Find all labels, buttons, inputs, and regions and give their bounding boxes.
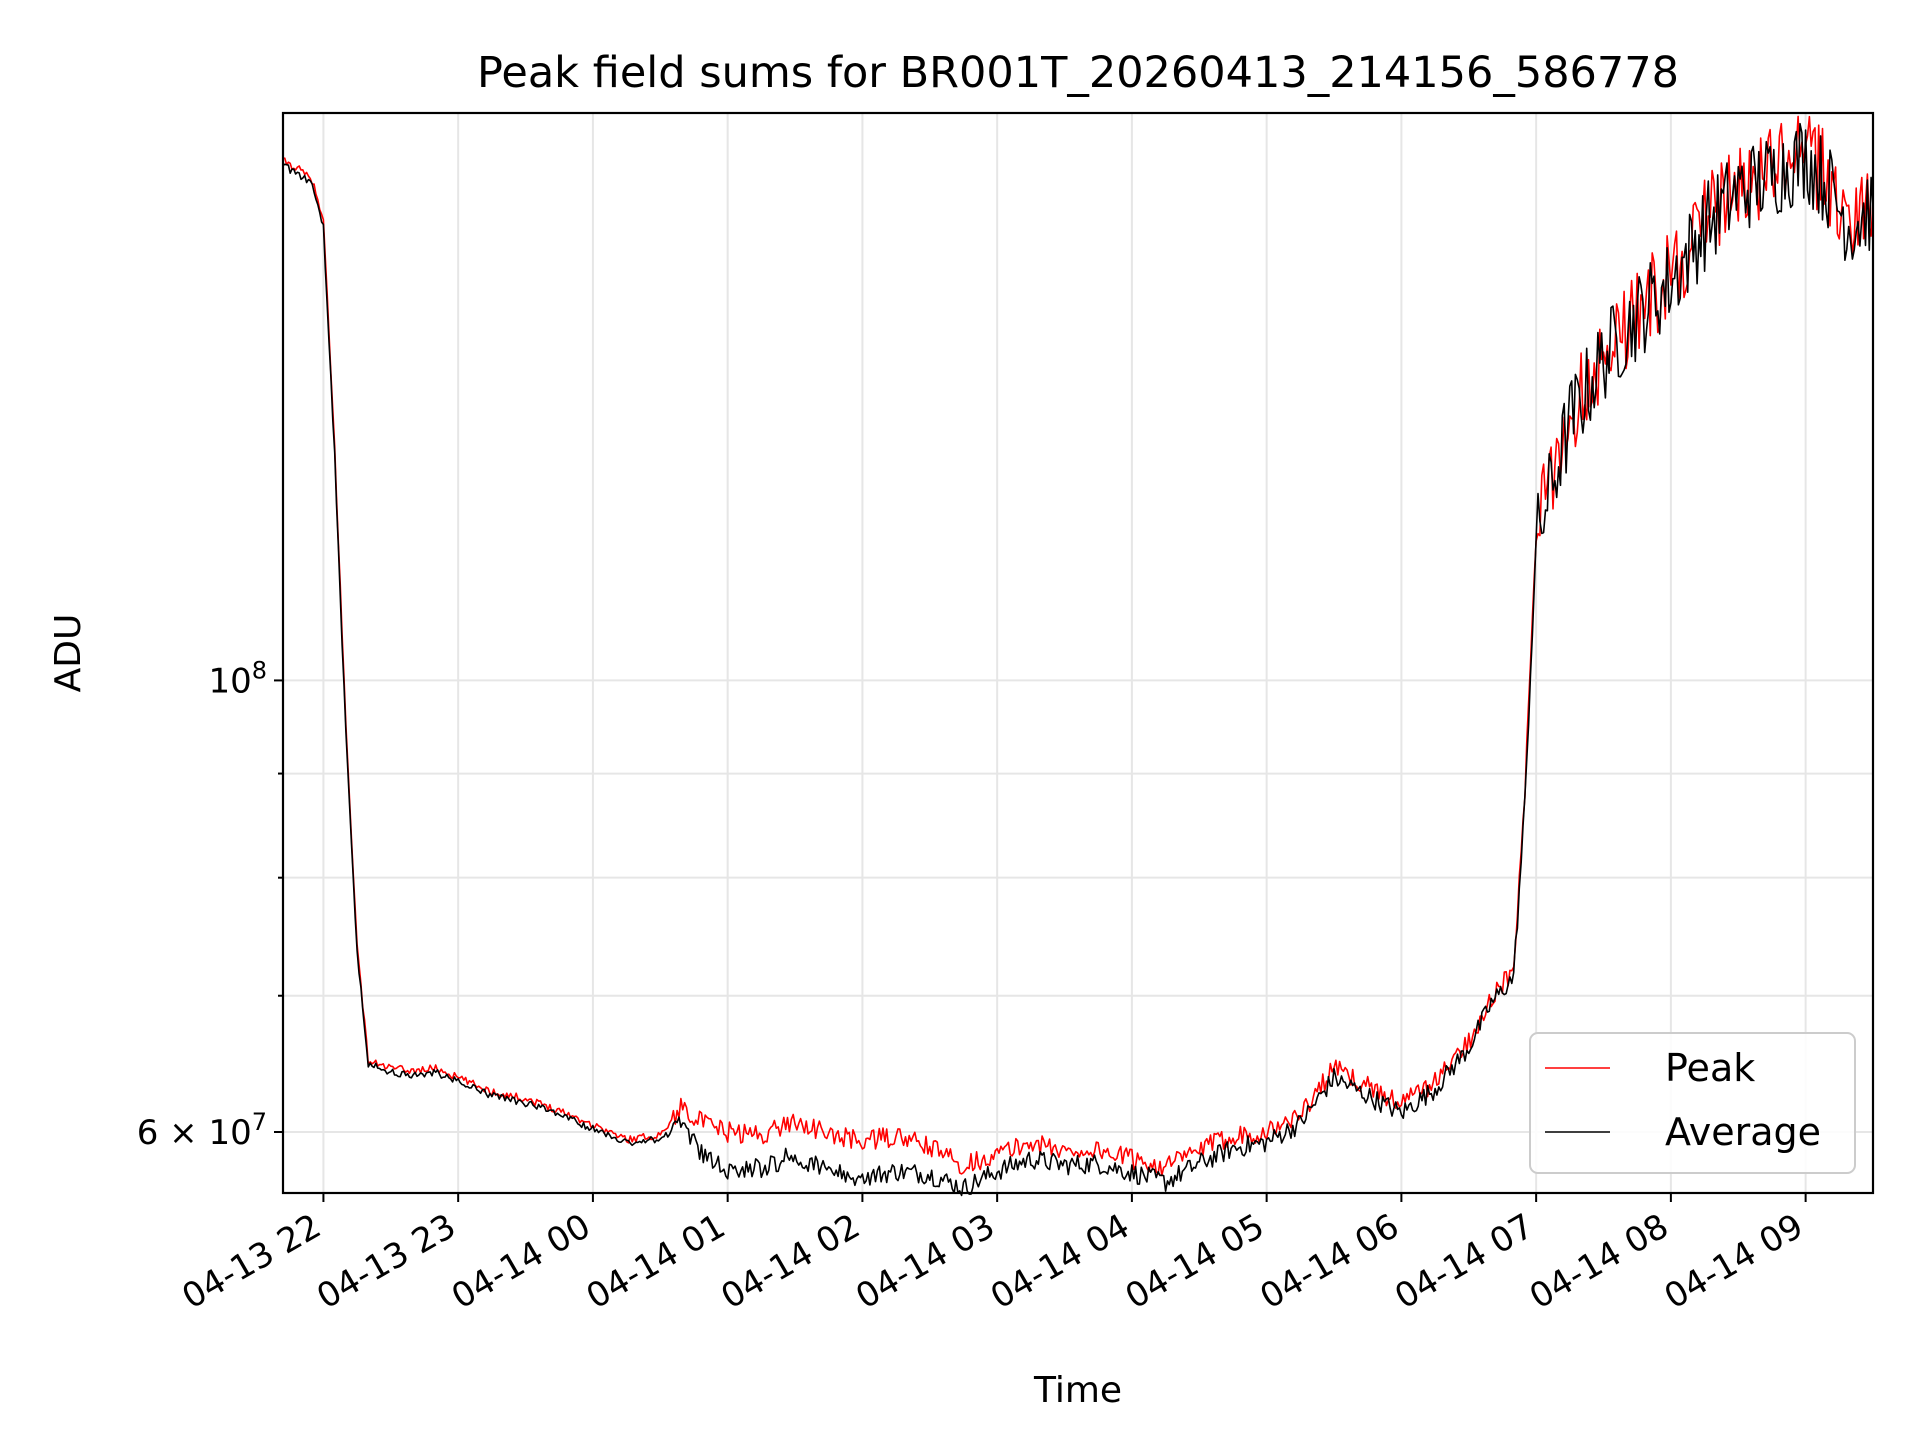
x-tick-label: 04-14 05: [1119, 1206, 1271, 1317]
legend-label-average: Average: [1665, 1110, 1821, 1154]
x-tick-label: 04-14 08: [1523, 1206, 1675, 1317]
x-tick-label: 04-14 09: [1658, 1206, 1810, 1317]
y-tick-label: 108: [208, 656, 267, 701]
x-tick-label: 04-14 01: [580, 1206, 732, 1317]
y-axis-label: ADU: [48, 614, 89, 693]
x-tick-label: 04-14 00: [445, 1206, 597, 1317]
legend: Peak Average: [1529, 1032, 1856, 1174]
x-tick-label: 04-14 02: [715, 1206, 867, 1317]
x-tick-label: 04-14 04: [984, 1206, 1136, 1317]
series-line-peak: [282, 115, 1874, 1177]
legend-box: [1529, 1032, 1856, 1174]
x-tick-label: 04-14 06: [1253, 1206, 1405, 1317]
x-tick-label: 04-14 03: [849, 1206, 1001, 1317]
chart-title: Peak field sums for BR001T_20260413_2141…: [477, 48, 1679, 98]
legend-label-peak: Peak: [1665, 1046, 1755, 1090]
series-line-average: [282, 122, 1874, 1197]
x-tick-label: 04-14 07: [1388, 1206, 1540, 1317]
y-tick-label: 6 × 107: [137, 1108, 267, 1153]
series-lines: [282, 115, 1874, 1197]
grid-lines: [283, 113, 1873, 1193]
x-axis-label: Time: [1033, 1370, 1122, 1411]
x-tick-label: 04-13 23: [310, 1206, 462, 1317]
x-tick-label: 04-13 22: [176, 1206, 328, 1317]
plot-area-frame: [281, 111, 1875, 1195]
